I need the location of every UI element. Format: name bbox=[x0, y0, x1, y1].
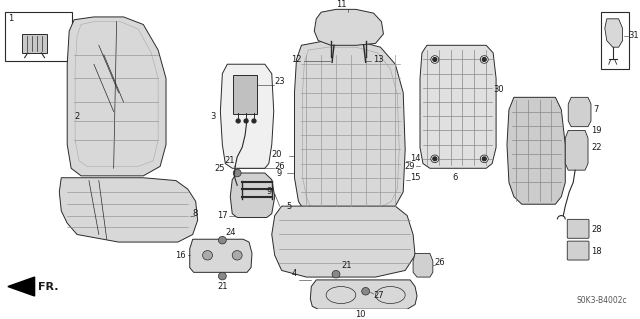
Text: 29: 29 bbox=[404, 162, 415, 171]
Text: 17: 17 bbox=[217, 211, 227, 220]
Circle shape bbox=[431, 56, 439, 63]
Circle shape bbox=[218, 236, 227, 244]
Text: 15: 15 bbox=[410, 173, 420, 182]
Circle shape bbox=[252, 119, 256, 123]
Text: 2: 2 bbox=[74, 112, 79, 121]
Polygon shape bbox=[60, 178, 198, 242]
Text: 3: 3 bbox=[210, 112, 216, 121]
Polygon shape bbox=[67, 17, 166, 176]
Polygon shape bbox=[568, 97, 591, 127]
Circle shape bbox=[332, 271, 340, 278]
Polygon shape bbox=[8, 277, 35, 296]
Circle shape bbox=[433, 58, 437, 61]
Polygon shape bbox=[310, 280, 417, 309]
Polygon shape bbox=[605, 19, 623, 47]
Text: 24: 24 bbox=[225, 228, 236, 237]
Text: FR.: FR. bbox=[38, 282, 58, 292]
Circle shape bbox=[362, 287, 370, 295]
Text: 7: 7 bbox=[593, 105, 598, 114]
FancyBboxPatch shape bbox=[5, 12, 72, 61]
Circle shape bbox=[483, 157, 486, 161]
Text: 31: 31 bbox=[628, 31, 639, 40]
Text: 19: 19 bbox=[591, 126, 602, 135]
Ellipse shape bbox=[326, 286, 356, 304]
Text: 30: 30 bbox=[493, 85, 504, 94]
Text: 26: 26 bbox=[435, 258, 445, 267]
Text: 4: 4 bbox=[291, 269, 296, 278]
Text: S0K3-B4002c: S0K3-B4002c bbox=[577, 296, 628, 306]
Text: 27: 27 bbox=[374, 292, 384, 300]
Text: 9: 9 bbox=[266, 188, 272, 197]
Polygon shape bbox=[272, 206, 415, 277]
FancyBboxPatch shape bbox=[233, 75, 257, 114]
Circle shape bbox=[232, 251, 242, 260]
Circle shape bbox=[244, 119, 248, 123]
Circle shape bbox=[233, 169, 241, 177]
Text: 22: 22 bbox=[591, 143, 602, 152]
Text: 5: 5 bbox=[286, 202, 292, 211]
Circle shape bbox=[203, 251, 212, 260]
Text: 18: 18 bbox=[591, 247, 602, 256]
Text: 10: 10 bbox=[355, 310, 366, 319]
Text: 16: 16 bbox=[175, 251, 186, 260]
Text: 26: 26 bbox=[275, 162, 285, 171]
Text: 25: 25 bbox=[215, 164, 225, 173]
Text: 9: 9 bbox=[276, 168, 282, 177]
Circle shape bbox=[433, 157, 437, 161]
Text: 21: 21 bbox=[225, 156, 236, 166]
Text: 14: 14 bbox=[410, 154, 420, 163]
Text: 6: 6 bbox=[452, 173, 457, 182]
Text: 1: 1 bbox=[8, 14, 13, 23]
Polygon shape bbox=[22, 34, 47, 53]
FancyBboxPatch shape bbox=[567, 241, 589, 260]
Text: 23: 23 bbox=[275, 77, 285, 86]
Text: 21: 21 bbox=[217, 282, 228, 291]
Polygon shape bbox=[314, 9, 383, 45]
Text: 28: 28 bbox=[591, 225, 602, 234]
FancyBboxPatch shape bbox=[567, 219, 589, 238]
Ellipse shape bbox=[376, 286, 405, 304]
Polygon shape bbox=[220, 64, 274, 168]
Text: 8: 8 bbox=[193, 209, 198, 218]
Polygon shape bbox=[507, 97, 565, 204]
Text: 13: 13 bbox=[374, 55, 384, 64]
FancyBboxPatch shape bbox=[601, 12, 628, 69]
Polygon shape bbox=[565, 130, 588, 170]
Circle shape bbox=[480, 56, 488, 63]
Polygon shape bbox=[420, 45, 496, 168]
Polygon shape bbox=[230, 173, 275, 218]
Polygon shape bbox=[413, 253, 433, 277]
Text: 20: 20 bbox=[271, 150, 282, 159]
Text: 11: 11 bbox=[336, 0, 346, 9]
Text: 21: 21 bbox=[341, 262, 351, 271]
Polygon shape bbox=[294, 41, 405, 216]
Circle shape bbox=[218, 272, 227, 280]
Circle shape bbox=[236, 119, 240, 123]
Text: 12: 12 bbox=[291, 55, 301, 64]
Circle shape bbox=[480, 155, 488, 163]
Polygon shape bbox=[189, 239, 252, 272]
Circle shape bbox=[431, 155, 439, 163]
Circle shape bbox=[483, 58, 486, 61]
